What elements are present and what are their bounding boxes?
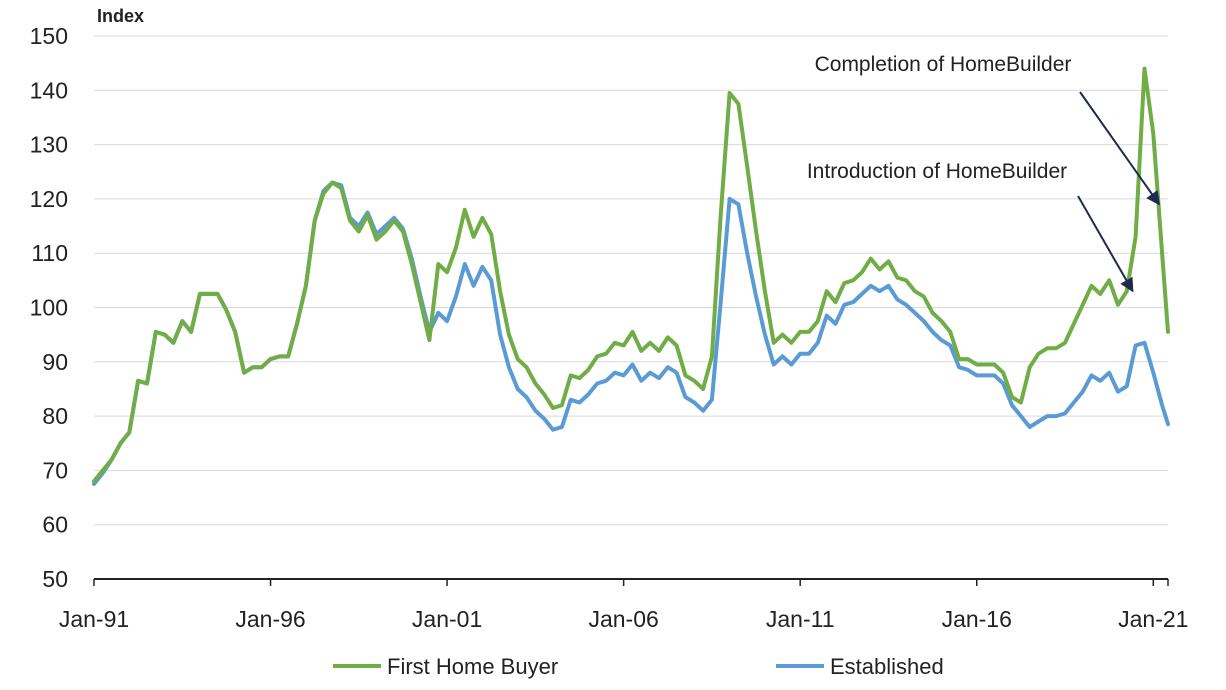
y-tick-label: 70 bbox=[42, 457, 68, 483]
x-tick-label: Jan-06 bbox=[588, 606, 658, 632]
x-tick-label: Jan-01 bbox=[412, 606, 482, 632]
legend-label: Established bbox=[830, 654, 944, 679]
y-axis-ticks: 50 60 70 80 90 100 110 120 130 140 150 bbox=[30, 23, 68, 592]
y-axis-label: Index bbox=[97, 6, 144, 26]
x-axis-ticks: Jan-91 Jan-96 Jan-01 Jan-06 Jan-11 Jan-16 Jan-… bbox=[59, 579, 1188, 632]
x-tick-label: Jan-96 bbox=[235, 606, 305, 632]
gridlines bbox=[94, 35, 1168, 526]
legend-label: First Home Buyer bbox=[387, 654, 558, 679]
y-tick-label: 140 bbox=[30, 77, 68, 103]
x-tick-label: Jan-11 bbox=[766, 606, 835, 632]
y-tick-label: 50 bbox=[42, 566, 68, 592]
series-line-first-home-buyer bbox=[92, 66, 1170, 484]
x-tick-label: Jan-21 bbox=[1118, 606, 1188, 632]
x-tick-label: Jan-16 bbox=[942, 606, 1012, 632]
y-tick-label: 60 bbox=[42, 512, 68, 538]
y-tick-label: 130 bbox=[30, 132, 68, 158]
y-tick-label: 110 bbox=[31, 240, 68, 266]
y-tick-label: 120 bbox=[30, 186, 68, 212]
legend: First Home Buyer Established bbox=[333, 654, 944, 679]
annotation-arrow bbox=[1079, 91, 1160, 206]
y-tick-label: 80 bbox=[42, 403, 68, 429]
annotations: Completion of HomeBuilder Introduction of… bbox=[807, 53, 1160, 293]
series-lines bbox=[92, 66, 1170, 486]
annotation-arrow bbox=[1077, 195, 1134, 293]
annotation-label: Completion of HomeBuilder bbox=[815, 53, 1072, 76]
annotation-label: Introduction of HomeBuilder bbox=[807, 160, 1067, 183]
x-tick-label: Jan-91 bbox=[59, 606, 129, 632]
y-tick-label: 90 bbox=[42, 349, 68, 375]
y-tick-label: 150 bbox=[30, 23, 68, 49]
y-tick-label: 100 bbox=[30, 295, 68, 321]
